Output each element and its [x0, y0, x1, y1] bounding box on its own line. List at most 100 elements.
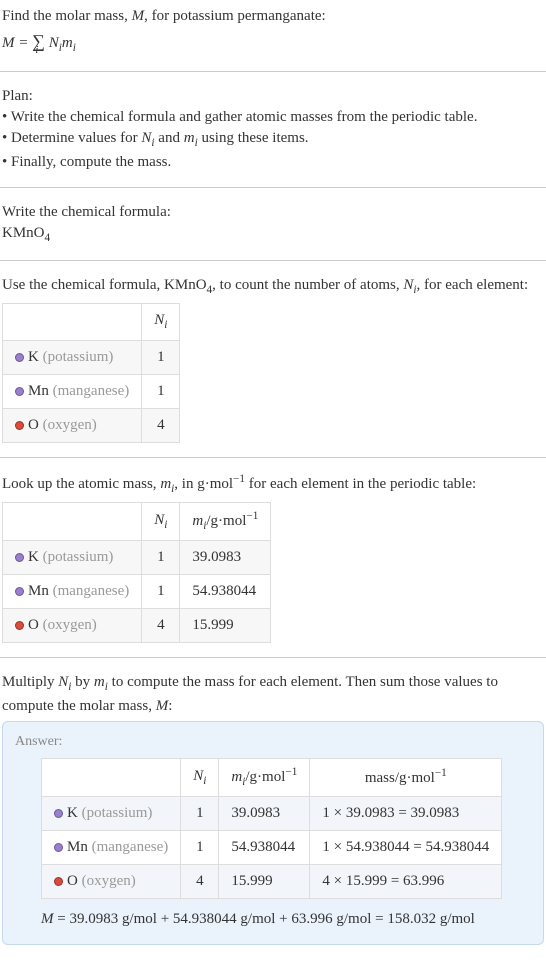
element-name: (oxygen)	[39, 617, 97, 633]
element-symbol: O	[28, 417, 39, 433]
n-value: 1	[181, 831, 219, 865]
table-row: Mn (manganese) 1 54.938044	[3, 575, 271, 609]
table-row: Mn (manganese) 1 54.938044 1 × 54.938044…	[42, 831, 502, 865]
table-header-n: Ni	[142, 502, 180, 541]
plan-item: Determine values for Ni and mi using the…	[2, 128, 544, 152]
element-symbol: O	[67, 873, 78, 889]
element-symbol: K	[28, 549, 39, 565]
element-cell: Mn (manganese)	[42, 831, 181, 865]
element-cell: O (oxygen)	[3, 408, 142, 442]
plan-var-m: m	[184, 130, 195, 146]
eq-equals: =	[15, 35, 33, 51]
element-name: (manganese)	[49, 583, 129, 599]
mult-m: m	[94, 674, 105, 690]
element-name: (potassium)	[78, 805, 153, 821]
mass-text-post: for each element in the periodic table:	[245, 476, 476, 492]
table-row: O (oxygen) 4 15.999	[3, 609, 271, 643]
answer-box: Answer: Ni mi/g·mol−1 mass/g·mol−1 K (po…	[2, 721, 544, 945]
element-cell: K (potassium)	[42, 797, 181, 831]
mult-colon: :	[168, 698, 172, 714]
count-section: Use the chemical formula, KMnO4, to coun…	[0, 269, 546, 449]
count-var: N	[403, 277, 413, 293]
element-dot-icon	[54, 843, 63, 852]
count-value: 1	[142, 340, 180, 374]
count-text-post: , for each element:	[417, 277, 529, 293]
m-value: 39.0983	[219, 797, 310, 831]
table-header-empty	[42, 758, 181, 797]
header-n-sub: i	[164, 319, 167, 331]
plan-list: Write the chemical formula and gather at…	[2, 107, 544, 173]
molar-mass-equation: M = ∑i Nimi	[2, 29, 544, 57]
mult-by: by	[71, 674, 94, 690]
calc-value: 4 × 15.999 = 63.996	[310, 865, 502, 899]
mult-n: N	[58, 674, 68, 690]
mass-section: Look up the atomic mass, mi, in g·mol−1 …	[0, 466, 546, 650]
sigma-symbol: ∑	[32, 31, 45, 51]
n-value: 4	[142, 609, 180, 643]
element-dot-icon	[15, 553, 24, 562]
multiply-section: Multiply Ni by mi to compute the mass fo…	[0, 666, 546, 951]
m-value: 54.938044	[219, 831, 310, 865]
n-value: 4	[181, 865, 219, 899]
element-cell: Mn (manganese)	[3, 575, 142, 609]
m-value: 54.938044	[180, 575, 271, 609]
problem-header: Find the molar mass, M, for potassium pe…	[0, 0, 546, 63]
prompt-text-post: , for potassium permanganate:	[144, 8, 326, 24]
plan-item-text: Determine values for	[11, 130, 141, 146]
table-row: K (potassium) 1	[3, 340, 180, 374]
table-header-n: Ni	[181, 758, 219, 797]
sigma-icon: ∑i	[32, 31, 45, 51]
mult-pre: Multiply	[2, 674, 58, 690]
element-dot-icon	[54, 877, 63, 886]
count-table: Ni K (potassium) 1 Mn (manganese) 1 O (o…	[2, 303, 180, 443]
plan-item: Write the chemical formula and gather at…	[2, 107, 544, 128]
prompt-text-pre: Find the molar mass,	[2, 8, 132, 24]
formula-sub: 4	[45, 232, 51, 244]
divider	[0, 71, 546, 72]
mass-exp: −1	[233, 473, 245, 485]
plan-var-n: N	[141, 130, 151, 146]
mass-table: Ni mi/g·mol−1 K (potassium) 1 39.0983 Mn…	[2, 502, 271, 644]
element-cell: K (potassium)	[3, 541, 142, 575]
n-value: 1	[181, 797, 219, 831]
element-dot-icon	[15, 621, 24, 630]
h-unit: /g·mol	[206, 513, 246, 529]
ah-unit-exp: −1	[285, 766, 297, 778]
table-header-n: Ni	[142, 304, 180, 341]
answer-table: Ni mi/g·mol−1 mass/g·mol−1 K (potassium)…	[41, 758, 502, 900]
element-name: (oxygen)	[78, 873, 136, 889]
element-name: (manganese)	[49, 383, 129, 399]
chemical-formula: KMnO4	[2, 223, 544, 247]
element-symbol: Mn	[28, 583, 49, 599]
count-value: 1	[142, 374, 180, 408]
plan-section: Plan: Write the chemical formula and gat…	[0, 80, 546, 179]
plan-title: Plan:	[2, 86, 544, 107]
table-row: K (potassium) 1 39.0983	[3, 541, 271, 575]
element-dot-icon	[15, 421, 24, 430]
plan-item-text: Write the chemical formula and gather at…	[11, 109, 478, 125]
table-header-empty	[3, 502, 142, 541]
table-header-mass: mass/g·mol−1	[310, 758, 502, 797]
table-row: Mn (manganese) 1	[3, 374, 180, 408]
ah-n: N	[193, 768, 203, 784]
n-value: 1	[142, 575, 180, 609]
count-text-mid: , to count the number of atoms,	[212, 277, 403, 293]
ah-m: m	[231, 769, 242, 785]
divider	[0, 187, 546, 188]
divider	[0, 457, 546, 458]
multiply-text: Multiply Ni by mi to compute the mass fo…	[2, 672, 544, 717]
m-value: 39.0983	[180, 541, 271, 575]
element-cell: Mn (manganese)	[3, 374, 142, 408]
h-n-sub: i	[164, 519, 167, 531]
element-dot-icon	[15, 387, 24, 396]
h-n: N	[154, 512, 164, 528]
calc-value: 1 × 39.0983 = 39.0983	[310, 797, 502, 831]
divider	[0, 657, 546, 658]
eq-n: N	[49, 35, 59, 51]
element-symbol: K	[28, 349, 39, 365]
table-header-m: mi/g·mol−1	[219, 758, 310, 797]
element-name: (oxygen)	[39, 417, 97, 433]
calc-value: 1 × 54.938044 = 54.938044	[310, 831, 502, 865]
mass-text: Look up the atomic mass, mi, in g·mol−1 …	[2, 472, 544, 498]
count-text: Use the chemical formula, KMnO4, to coun…	[2, 275, 544, 299]
